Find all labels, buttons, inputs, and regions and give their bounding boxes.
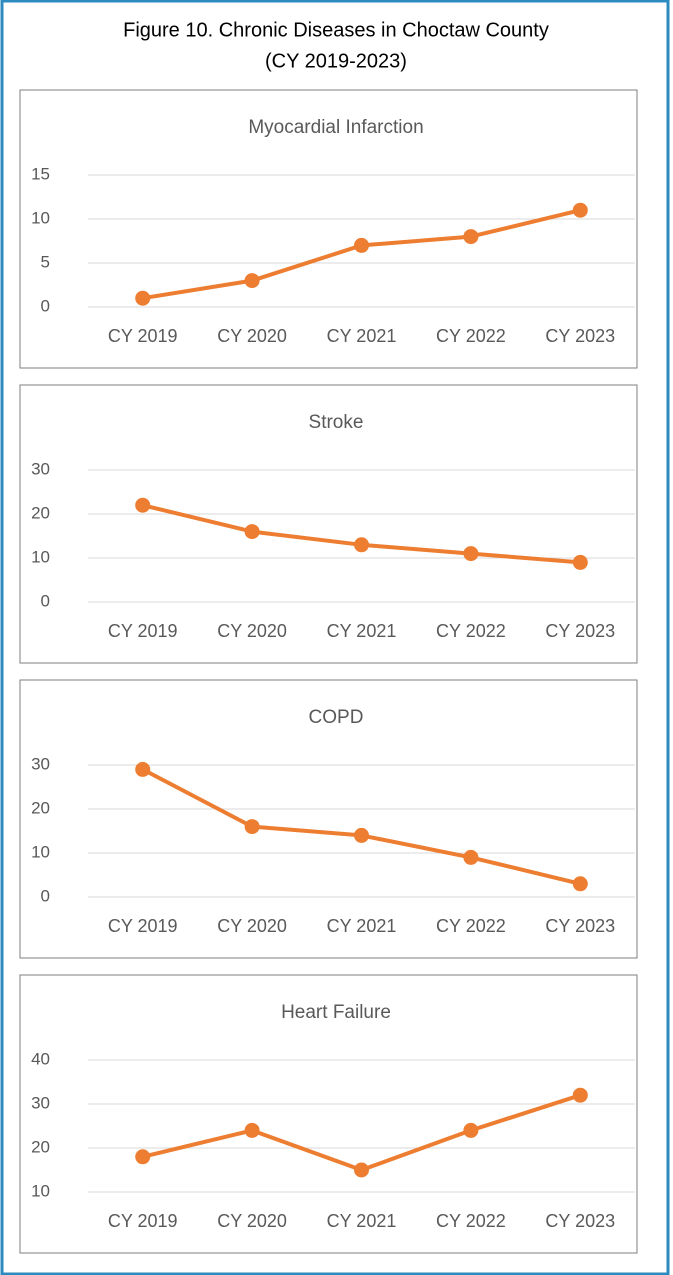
point bbox=[463, 546, 479, 562]
point bbox=[463, 229, 479, 245]
chart-panel bbox=[19, 974, 638, 1254]
x-tick-label: CY 2020 bbox=[217, 621, 287, 641]
point bbox=[572, 1087, 588, 1103]
x-tick-label: CY 2020 bbox=[217, 916, 287, 936]
y-tick-label: 30 bbox=[31, 1093, 50, 1112]
point bbox=[135, 761, 151, 777]
y-tick-label: 0 bbox=[41, 296, 50, 315]
y-tick-label: 40 bbox=[31, 1049, 50, 1068]
figure-subtitle: (CY 2019-2023) bbox=[265, 50, 407, 72]
chart-title: Heart Failure bbox=[281, 1002, 391, 1023]
x-tick-label: CY 2019 bbox=[108, 916, 178, 936]
chart-panel bbox=[19, 384, 638, 664]
y-tick-label: 10 bbox=[31, 208, 50, 227]
figure-title: Figure 10. Chronic Diseases in Choctaw C… bbox=[123, 19, 549, 41]
x-tick-label: CY 2023 bbox=[545, 1211, 615, 1231]
x-tick-label: CY 2019 bbox=[108, 621, 178, 641]
point bbox=[135, 290, 151, 306]
y-tick-label: 20 bbox=[31, 503, 50, 522]
point bbox=[354, 537, 369, 553]
y-tick-label: 30 bbox=[31, 459, 50, 478]
y-tick-label: 5 bbox=[41, 252, 50, 271]
chart-panel bbox=[19, 89, 638, 369]
point bbox=[244, 273, 260, 289]
y-tick-label: 0 bbox=[41, 591, 50, 610]
y-tick-label: 30 bbox=[31, 754, 50, 773]
x-tick-label: CY 2022 bbox=[436, 326, 506, 346]
y-tick-label: 10 bbox=[31, 547, 50, 566]
x-tick-label: CY 2020 bbox=[217, 1211, 287, 1231]
point bbox=[463, 1122, 479, 1138]
chart-title: Myocardial Infarction bbox=[248, 117, 423, 138]
x-tick-label: CY 2019 bbox=[108, 1211, 178, 1231]
point bbox=[354, 827, 369, 843]
point bbox=[354, 1162, 369, 1178]
x-tick-label: CY 2021 bbox=[327, 1211, 397, 1231]
chart-title: Stroke bbox=[309, 412, 364, 433]
x-tick-label: CY 2022 bbox=[436, 621, 506, 641]
x-tick-label: CY 2023 bbox=[545, 916, 615, 936]
point bbox=[244, 1122, 260, 1138]
point bbox=[244, 819, 260, 835]
point bbox=[572, 554, 588, 570]
point bbox=[572, 876, 588, 892]
x-tick-label: CY 2022 bbox=[436, 1211, 506, 1231]
x-tick-label: CY 2021 bbox=[327, 916, 397, 936]
point bbox=[572, 202, 588, 218]
x-tick-label: CY 2019 bbox=[108, 326, 178, 346]
x-tick-label: CY 2022 bbox=[436, 916, 506, 936]
x-tick-label: CY 2021 bbox=[327, 621, 397, 641]
x-tick-label: CY 2021 bbox=[327, 326, 397, 346]
y-tick-label: 20 bbox=[31, 1137, 50, 1156]
point bbox=[135, 497, 151, 513]
x-tick-label: CY 2020 bbox=[217, 326, 287, 346]
y-tick-label: 10 bbox=[31, 1181, 50, 1200]
chart-title: COPD bbox=[309, 707, 364, 728]
x-tick-label: CY 2023 bbox=[545, 326, 615, 346]
x-tick-label: CY 2023 bbox=[545, 621, 615, 641]
y-tick-label: 20 bbox=[31, 798, 50, 817]
point bbox=[244, 524, 260, 540]
y-tick-label: 0 bbox=[41, 886, 50, 905]
point bbox=[135, 1149, 151, 1165]
point bbox=[354, 237, 369, 253]
y-tick-label: 15 bbox=[31, 164, 50, 183]
chart-panel bbox=[19, 679, 638, 959]
y-tick-label: 10 bbox=[31, 842, 50, 861]
point bbox=[463, 849, 479, 865]
